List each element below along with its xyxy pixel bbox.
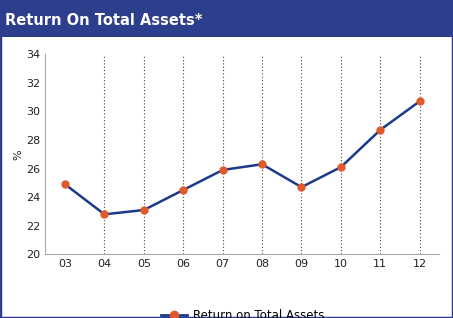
Legend: Return on Total Assets: Return on Total Assets <box>156 304 329 318</box>
Text: Return On Total Assets*: Return On Total Assets* <box>5 13 203 28</box>
Y-axis label: %: % <box>14 149 24 160</box>
